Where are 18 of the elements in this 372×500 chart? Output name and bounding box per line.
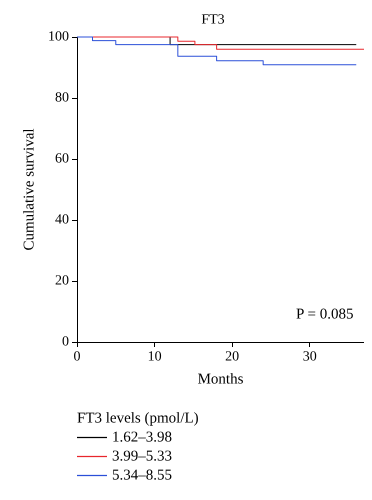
- annotation: P = 0.085: [296, 306, 354, 322]
- y-tick-label: 40: [55, 212, 69, 228]
- y-tick-label: 0: [62, 334, 69, 350]
- y-tick-label: 20: [55, 274, 69, 288]
- legend-label: 5.34–8.55: [112, 468, 172, 484]
- legend-label: 3.99–5.33: [112, 448, 172, 464]
- legend-title: FT3 levels (pmol/L): [77, 410, 199, 426]
- x-tick-label: 20: [225, 350, 240, 364]
- x-tick-label: 0: [74, 350, 80, 364]
- y-tick-label: 80: [55, 90, 69, 106]
- y-tick-label: 100: [48, 30, 69, 44]
- x-axis-title: Months: [198, 372, 244, 388]
- x-tick-label: 10: [148, 350, 162, 364]
- y-axis-title: Cumulative survival: [22, 128, 38, 251]
- y-tick-label: 60: [55, 152, 69, 166]
- legend-label: 1.62–3.98: [112, 430, 172, 446]
- chart-title: FT3: [201, 12, 225, 28]
- x-tick-label: 30: [302, 350, 317, 364]
